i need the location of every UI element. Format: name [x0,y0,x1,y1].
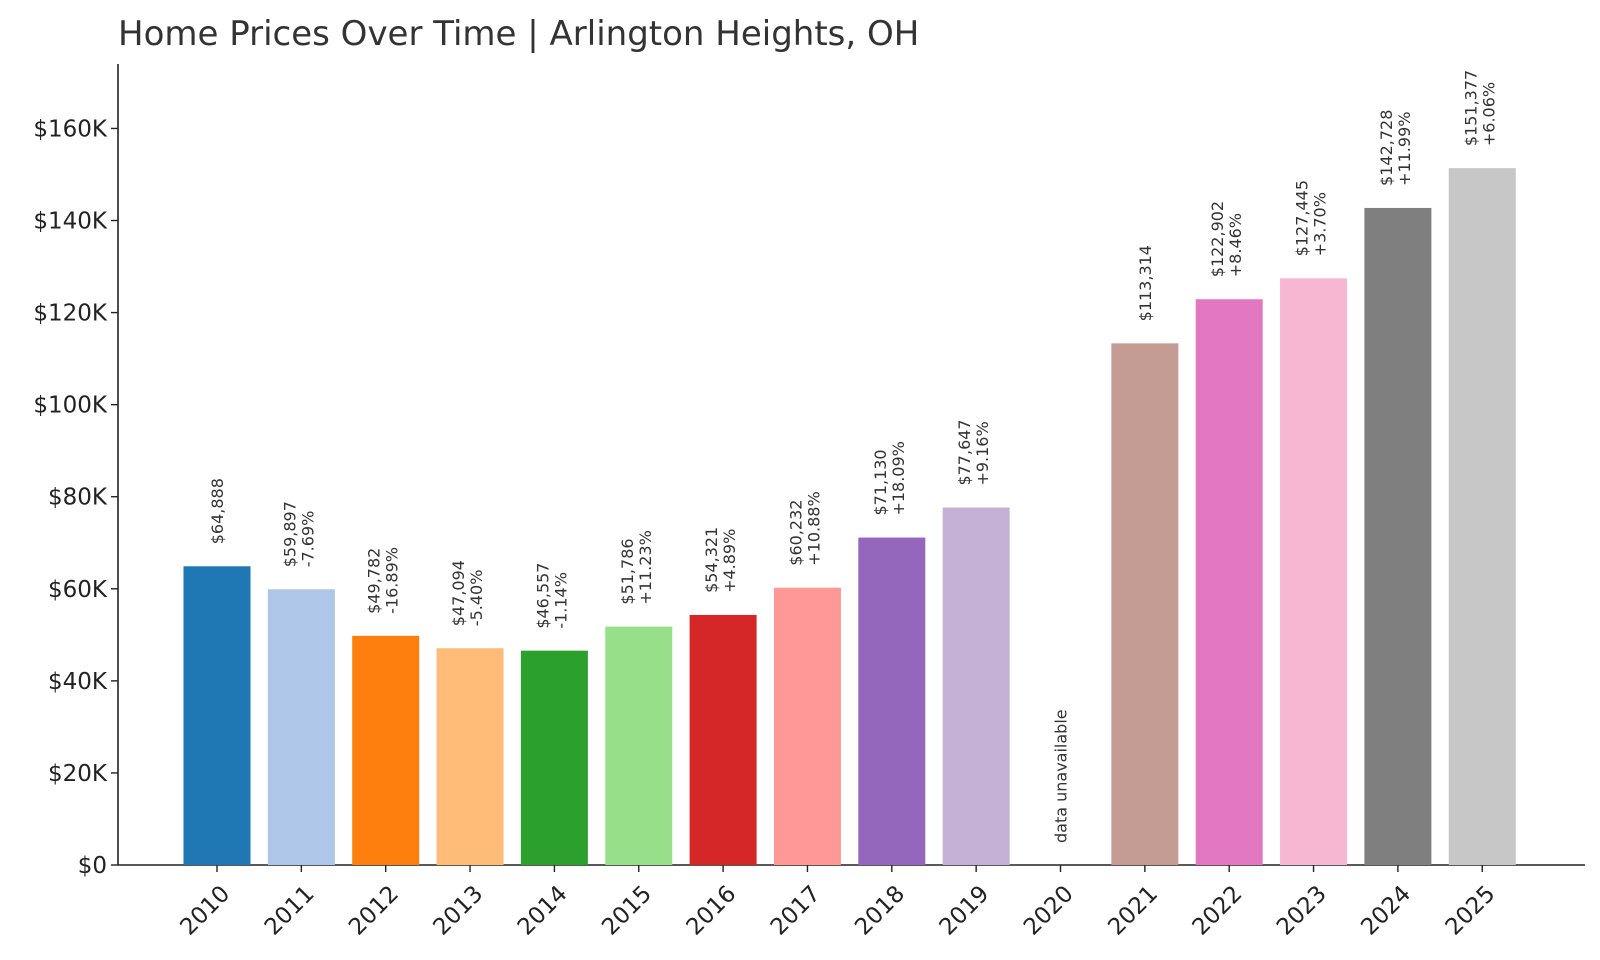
y-tick-label: $80K [48,485,108,511]
x-tick-label: 2013 [429,881,489,941]
y-axis: $0 $20K $40K $60K $80K $100K $120K $140K $160K [33,64,119,879]
bar-value-label: $64,888 [208,478,227,544]
y-tick-label: $100K [33,393,108,419]
x-axis: 2010 2011 2012 2013 2014 2015 2016 2017 2018 2019… [118,864,1585,941]
bar [1448,168,1516,866]
bar-value-label: $71,130 [871,449,890,515]
x-tick-label: 2023 [1272,881,1332,941]
bar-value-label: $77,647 [955,419,974,485]
bar-value-label: data unavailable [1052,709,1071,843]
bar [773,587,841,865]
x-tick-label: 2012 [344,881,404,941]
y-tick-label: $20K [48,761,108,787]
bar [1195,299,1263,865]
bar-value-label: $54,321 [702,527,721,593]
bar-change-label: -7.69% [298,511,317,568]
bar [1111,343,1179,865]
bar-change-label: +6.06% [1479,82,1498,146]
x-tick-label: 2014 [513,881,573,941]
bar-change-label: +4.89% [720,529,739,593]
bar-change-label: +10.88% [804,491,823,565]
bar-value-label: $60,232 [786,500,805,566]
bar [436,648,504,865]
y-tick-label: $160K [33,116,108,142]
bar-value-label: $113,314 [1136,245,1155,321]
y-tick-label: $120K [33,301,108,327]
bar [267,589,335,865]
bar-value-label: $47,094 [449,560,468,626]
bar-value-label: $59,897 [280,501,299,567]
bar-change-label: +18.09% [889,441,908,515]
chart-title: Home Prices Over Time | Arlington Height… [118,14,920,54]
bar-value-label: $122,902 [1208,201,1227,277]
x-tick-label: 2025 [1441,881,1501,941]
x-tick-label: 2020 [1019,881,1079,941]
bar-change-label: -5.40% [467,570,486,627]
bar-value-label: $46,557 [533,563,552,629]
bar-value-label: $151,377 [1461,70,1480,146]
x-tick-label: 2018 [850,881,910,941]
y-tick-label: $0 [78,853,107,879]
bar-value-label: $142,728 [1377,110,1396,186]
bar-value-label: $127,445 [1293,180,1312,256]
bar-value-label: $49,782 [365,548,384,614]
bar [352,635,420,865]
x-tick-label: 2011 [260,881,320,941]
bar-change-label: +9.16% [973,421,992,485]
y-tick-label: $140K [33,209,108,235]
x-tick-label: 2015 [597,881,657,941]
x-tick-label: 2010 [175,881,235,941]
bar [858,537,926,865]
y-tick-label: $40K [48,669,108,695]
bar-change-label: +11.99% [1395,112,1414,186]
x-tick-label: 2019 [935,881,995,941]
x-tick-label: 2016 [682,881,742,941]
bar [689,614,757,865]
x-tick-label: 2024 [1356,881,1416,941]
x-tick-label: 2021 [1103,881,1163,941]
x-tick-label: 2022 [1188,881,1248,941]
bars [183,168,1516,866]
bar [183,566,251,865]
bar [605,626,673,865]
bar-value-label: $51,786 [618,538,637,604]
bar [520,650,588,865]
x-tick-label: 2017 [766,881,826,941]
y-tick-label: $60K [48,577,108,603]
bar-change-label: +3.70% [1311,192,1330,256]
bar-change-label: +8.46% [1226,213,1245,277]
bar [942,507,1010,865]
bar [1280,278,1348,865]
bar-change-label: +11.23% [636,530,655,604]
bar-change-label: -16.89% [383,547,402,614]
data-labels: $64,888 $59,897 -7.69% $49,782 -16.89% $47,09… [208,70,1498,843]
bar [1364,207,1432,865]
bar-change-label: -1.14% [551,572,570,629]
